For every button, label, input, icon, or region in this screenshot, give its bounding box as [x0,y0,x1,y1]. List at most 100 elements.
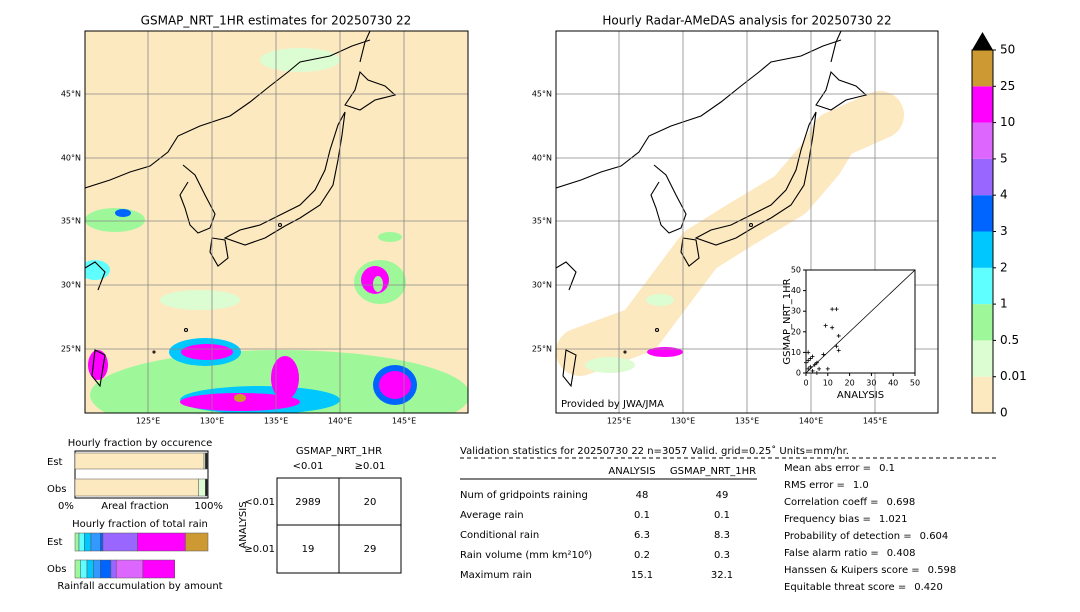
lon-label: 125°E [607,417,631,426]
point [834,344,839,349]
validation-stats: Validation statistics for 20250730 22 n=… [460,445,996,593]
score-value: 1.0 [853,480,869,491]
fraction-segment [74,532,80,552]
stat-value: 0.3 [714,550,730,561]
point [810,368,815,373]
x-tick-label: 30 [866,379,876,388]
score-label: RMS error = [784,480,845,491]
score: Mean abs error = 0.1 [784,463,895,474]
scatter-inset: 0 10 20 30 40 50 0 10 20 30 40 50 ANALYSIS GSMAP_NRT_… [782,266,920,402]
colorbar-label: 50 [1000,43,1015,57]
colorbar-label: 0.01 [1000,369,1027,383]
point [836,348,841,353]
stat-value: 0.2 [634,550,650,561]
y-tick-label: 20 [791,327,801,336]
row-label: Obs [47,564,66,575]
score-label: Mean abs error = [784,463,871,474]
stat-value: 0.1 [714,510,730,521]
fraction-panels: Hourly fraction by occurence Est Obs 0% Area… [47,438,223,592]
lat-label: 25°N [61,345,81,354]
fraction-segment [110,559,117,579]
colorbar-segment [972,122,993,159]
colorbar-segment [972,158,993,196]
fraction-segment [205,452,209,470]
fraction-segment [74,452,205,470]
point [808,356,813,361]
point [806,358,811,363]
x-tick-label: 10 [823,379,833,388]
score-label: False alarm ratio = [784,548,879,559]
lat-label: 45°N [532,90,552,99]
panel-title: Hourly fraction of total rain [72,519,208,530]
colorbar-label: 5 [1000,151,1008,165]
colorbar-segment [972,231,993,268]
score-label: Correlation coeff = [784,497,879,508]
y-tick-label: 0 [796,369,801,378]
fraction-segment [80,559,88,579]
row-label: <0.01 [244,497,275,508]
colorbar-label: 0.5 [1000,333,1019,347]
score-value: 0.1 [879,463,895,474]
point [821,352,826,357]
row-title: ANALYSIS [238,501,249,548]
col-title: GSMAP_NRT_1HR [296,446,382,457]
fraction-segment [102,532,138,552]
fraction-segment [90,532,101,552]
panel-title: Hourly fraction by occurence [68,438,212,449]
colorbar-label: 2 [1000,260,1008,274]
colorbar-label: 4 [1000,188,1008,202]
cell: 2989 [295,497,320,508]
row-label: Obs [47,484,66,495]
lat-label: 25°N [532,345,552,354]
lon-label: 135°E [735,417,759,426]
stat-label: Maximum rain [460,570,532,581]
lon-label: 130°E [671,417,695,426]
colorbar-segment [972,304,993,341]
x-tick-label: 20 [845,379,855,388]
row-label: Est [47,537,63,548]
y-tick-label: 40 [791,286,801,295]
cell: 19 [302,544,315,555]
lon-label: 125°E [136,417,160,426]
point [808,364,813,369]
colorbar-label: 3 [1000,224,1008,238]
stat-label: Conditional rain [460,530,539,541]
colorbar-segment [972,340,993,377]
lat-label: 40°N [532,154,552,163]
fraction-segment [86,559,94,579]
score-value: 0.408 [887,548,916,559]
score-label: Hanssen & Kuipers score = [784,565,920,576]
colorbar-label: 10 [1000,115,1015,129]
colorbar-label: 25 [1000,79,1015,93]
row-label: ≥0.01 [244,544,275,555]
row-label: Est [47,457,63,468]
stat-value: 8.3 [714,530,730,541]
point [830,325,835,330]
point [814,371,819,375]
axis-min: 0% [58,501,74,512]
score-value: 0.698 [887,497,916,508]
panel-frame [74,450,209,499]
map-title: Hourly Radar-AMeDAS analysis for 2025073… [602,14,891,28]
stat-label: Rain volume (mm km²10⁶) [460,550,592,561]
lat-label: 30°N [532,281,552,290]
stat-value: 32.1 [711,570,733,581]
score-value: 0.420 [914,582,943,593]
stat-label: Average rain [460,510,524,521]
point [812,362,817,367]
lat-label: 30°N [61,281,81,290]
score: False alarm ratio = 0.408 [784,548,915,559]
fraction-segment [198,478,206,497]
point [834,307,839,312]
lon-label: 145°E [392,417,416,426]
colorbar-segment [972,267,993,305]
colorbar-segment [972,195,993,232]
x-axis-label: ANALYSIS [837,390,884,401]
fraction-segment [78,532,85,552]
score-value: 0.604 [920,531,949,542]
point [806,366,811,371]
score: Correlation coeff = 0.698 [784,497,915,508]
fraction-segment [100,559,112,579]
point [817,366,822,371]
